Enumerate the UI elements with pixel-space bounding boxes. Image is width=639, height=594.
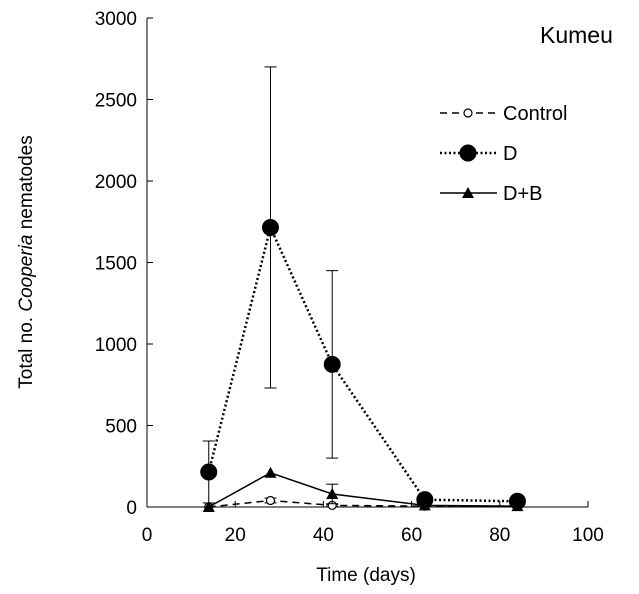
- data-point: [264, 466, 277, 478]
- x-axis-label: Time (days): [316, 565, 416, 586]
- legend-label-control: Control: [503, 103, 567, 125]
- y-tick-label: 1500: [95, 254, 137, 275]
- legend-item-d: D: [440, 143, 517, 165]
- data-point: [265, 495, 276, 506]
- legend-label-d: D: [503, 143, 517, 165]
- y-tick-label: 500: [105, 417, 137, 438]
- data-point: [200, 463, 218, 481]
- y-tick-label: 3000: [95, 9, 137, 30]
- y-tick-label: 1000: [95, 335, 137, 356]
- site-label: Kumeu: [540, 22, 613, 48]
- legend-label-d-b: D+B: [503, 183, 542, 205]
- x-tick-label: 20: [225, 525, 246, 546]
- y-tick-label: 0: [126, 498, 137, 519]
- legend: Control D D+B: [440, 103, 567, 205]
- y-tick-label: 2000: [95, 172, 137, 193]
- legend-marker-control: [463, 108, 473, 118]
- y-axis-label-italic: Cooperia: [16, 235, 37, 312]
- legend-item-control: Control: [440, 103, 567, 125]
- x-ticks: 0 20 40 60 80 100: [142, 501, 604, 546]
- data-point: [323, 355, 341, 373]
- y-tick-label: 2500: [95, 91, 137, 112]
- x-tick-label: 100: [572, 525, 604, 546]
- y-axis-label-prefix: Total no.: [16, 312, 37, 389]
- x-tick-label: 80: [489, 525, 510, 546]
- data-point: [511, 500, 524, 512]
- legend-marker-d-b: [462, 187, 474, 198]
- series-d-b: [202, 466, 524, 512]
- series-d: [200, 66, 526, 510]
- y-axis-label: Total no. Cooperia nematodes: [16, 135, 37, 389]
- x-tick-label: 40: [313, 525, 334, 546]
- data-point: [202, 501, 215, 512]
- series-line: [207, 223, 518, 503]
- x-tick-label: 60: [401, 525, 422, 546]
- data-point: [261, 218, 279, 236]
- data-point: [418, 499, 431, 511]
- series-line: [208, 471, 518, 508]
- axes: [146, 18, 588, 508]
- data-point: [326, 487, 339, 499]
- legend-item-d-b: D+B: [440, 183, 542, 205]
- series-control: [204, 495, 523, 512]
- y-axis-label-suffix: nematodes: [16, 135, 37, 234]
- legend-marker-d: [459, 144, 477, 162]
- x-tick-label: 0: [142, 525, 153, 546]
- y-ticks: 0 500 1000 1500 2000 2500 3000: [95, 9, 153, 519]
- series-layer: [200, 66, 526, 512]
